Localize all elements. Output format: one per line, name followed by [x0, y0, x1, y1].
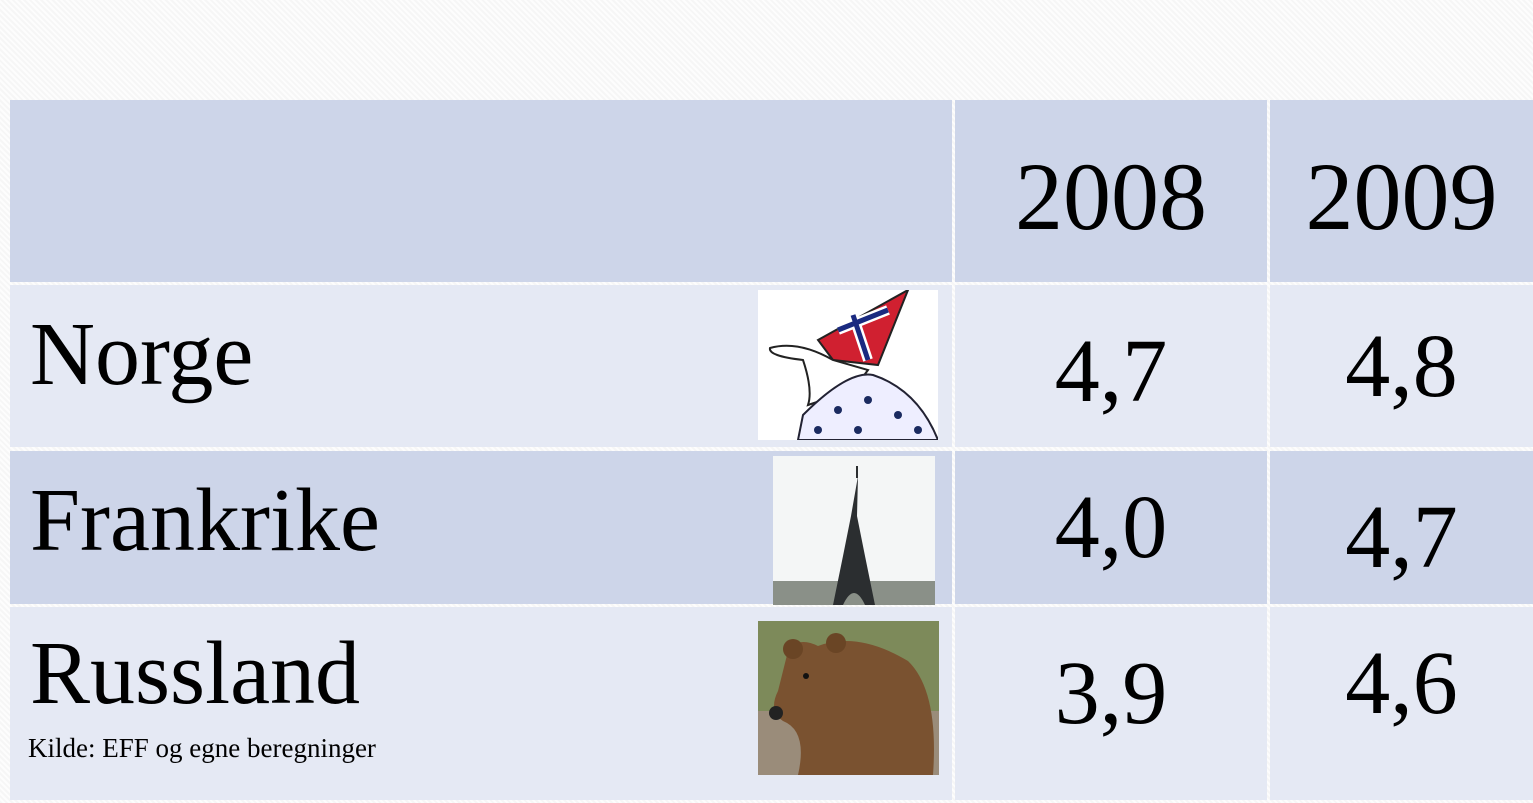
table-cell: 4,6 [1270, 607, 1533, 800]
table-cell: 4,7 [1270, 451, 1533, 604]
table-cell: 4,8 [1270, 285, 1533, 447]
france-image [773, 456, 935, 605]
column-header: 2008 [955, 100, 1267, 282]
norway-image [758, 290, 938, 440]
russia-image [758, 621, 939, 775]
column-header: 2009 [1270, 100, 1533, 282]
table-cell: 4,0 [955, 451, 1267, 604]
header-blank [10, 100, 952, 282]
source-note: Kilde: EFF og egne beregninger [28, 733, 376, 764]
table-cell: 4,7 [955, 285, 1267, 447]
page: 2008 2009 Norge 4,7 4,8 Frankrike 4,0 4,… [0, 0, 1533, 803]
table-cell: 3,9 [955, 607, 1267, 800]
